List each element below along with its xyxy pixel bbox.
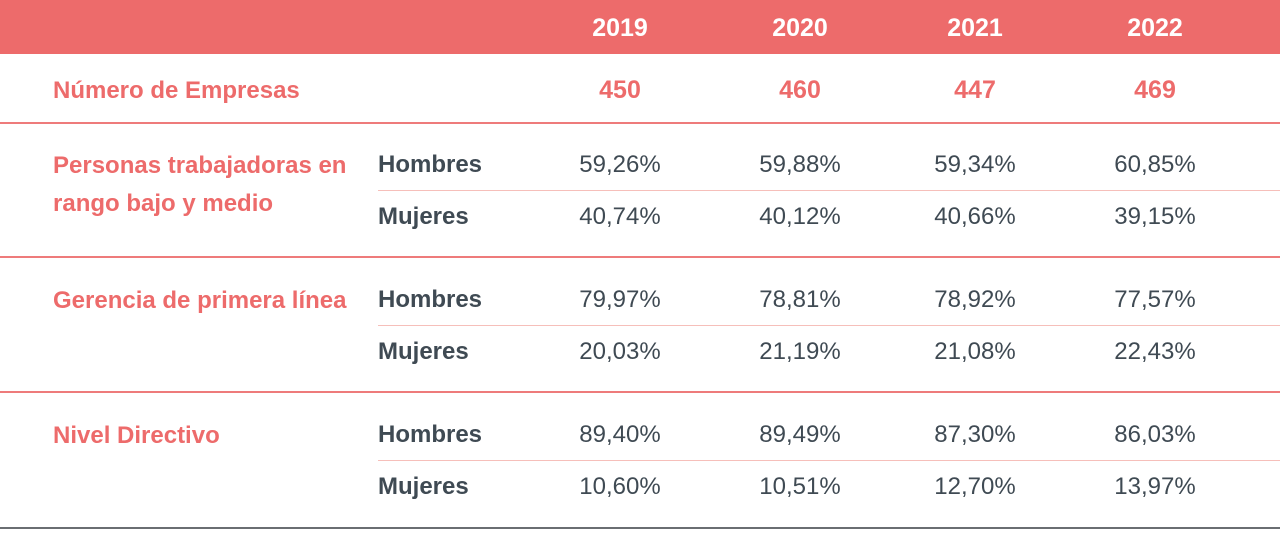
- percentage-cell: 59,88%: [759, 151, 841, 178]
- year-header: 2022: [1127, 14, 1183, 42]
- percentage-cell: 79,97%: [579, 286, 661, 313]
- percentage-cell: 89,49%: [759, 421, 841, 448]
- gender-label: Hombres: [378, 151, 483, 178]
- year-header: 2019: [592, 14, 648, 42]
- percentage-cell: 40,66%: [934, 203, 1016, 230]
- companies-value: 460: [779, 76, 821, 104]
- percentage-cell: 78,92%: [934, 286, 1016, 313]
- gender-label: Hombres: [378, 286, 483, 313]
- bottom-border: [0, 527, 1280, 529]
- companies-value: 450: [599, 76, 641, 104]
- percentage-cell: 87,30%: [934, 421, 1016, 448]
- percentage-cell: 89,40%: [579, 421, 661, 448]
- gender-label: Mujeres: [378, 203, 469, 230]
- gender-label: Mujeres: [378, 338, 469, 365]
- year-header: 2021: [947, 14, 1003, 42]
- percentage-cell: 22,43%: [1114, 338, 1196, 365]
- year-header: 2020: [772, 14, 828, 42]
- gender-label: Hombres: [378, 421, 483, 448]
- percentage-cell: 21,08%: [934, 338, 1016, 365]
- percentage-cell: 10,51%: [759, 473, 841, 500]
- percentage-cell: 12,70%: [934, 473, 1016, 500]
- companies-value: 447: [954, 76, 996, 104]
- companies-label: Número de Empresas: [53, 77, 300, 104]
- percentage-cell: 21,19%: [759, 338, 841, 365]
- percentage-cell: 20,03%: [579, 338, 661, 365]
- group-label: Gerencia de primera línea: [53, 287, 347, 314]
- percentage-cell: 60,85%: [1114, 151, 1196, 178]
- percentage-cell: 40,74%: [579, 203, 661, 230]
- row-divider: [378, 325, 1280, 326]
- percentage-cell: 40,12%: [759, 203, 841, 230]
- percentage-cell: 78,81%: [759, 286, 841, 313]
- percentage-cell: 39,15%: [1114, 203, 1196, 230]
- percentage-cell: 13,97%: [1114, 473, 1196, 500]
- divider: [0, 256, 1280, 258]
- divider: [0, 122, 1280, 124]
- group-label: Nivel Directivo: [53, 422, 220, 449]
- table-header: 2019 2020 2021 2022: [0, 0, 1280, 54]
- row-divider: [378, 460, 1280, 461]
- group-label: Personas trabajadoras en rango bajo y me…: [53, 152, 347, 217]
- percentage-cell: 59,26%: [579, 151, 661, 178]
- percentage-cell: 10,60%: [579, 473, 661, 500]
- gender-label: Mujeres: [378, 473, 469, 500]
- divider: [0, 391, 1280, 393]
- companies-value: 469: [1134, 76, 1176, 104]
- percentage-cell: 77,57%: [1114, 286, 1196, 313]
- row-divider: [378, 190, 1280, 191]
- percentage-cell: 59,34%: [934, 151, 1016, 178]
- percentage-cell: 86,03%: [1114, 421, 1196, 448]
